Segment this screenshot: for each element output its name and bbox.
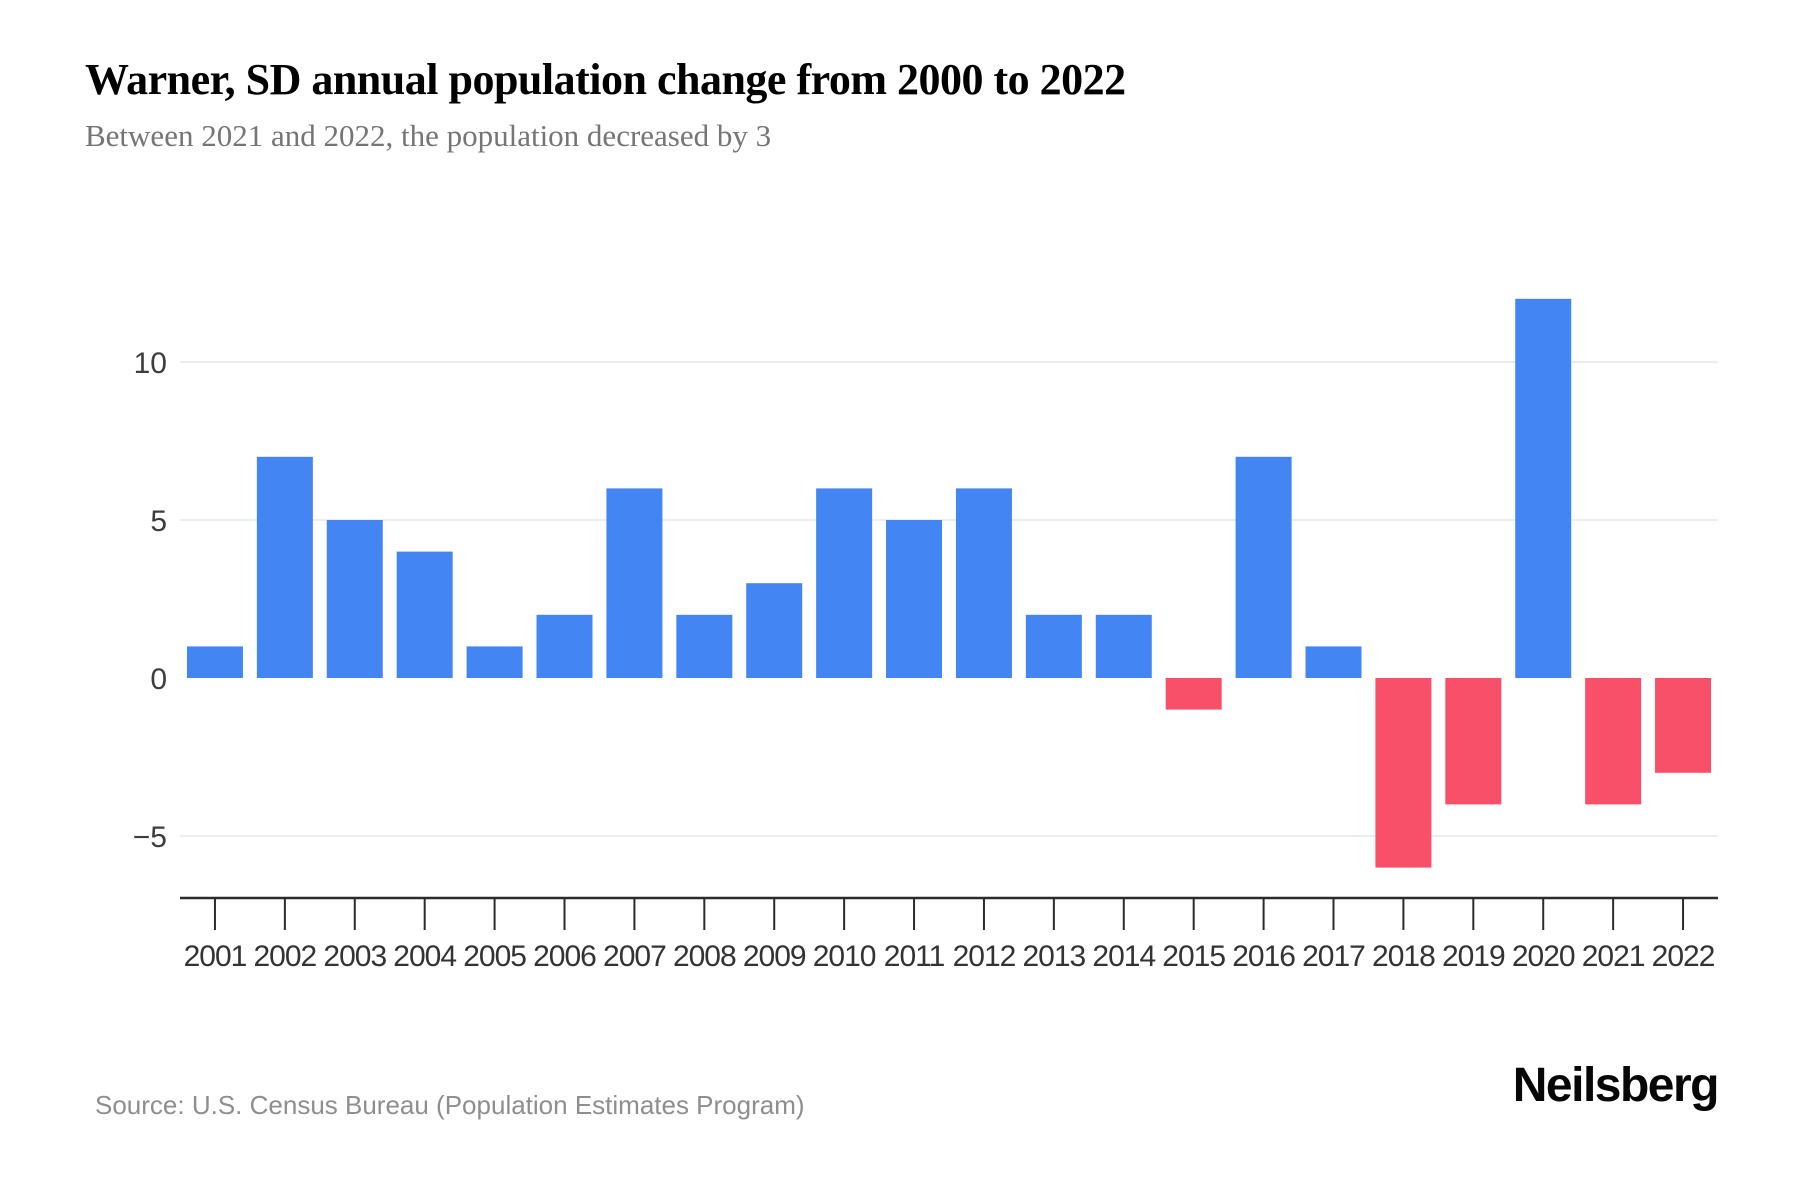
gridlines xyxy=(180,361,1718,837)
x-axis-label: 2017 xyxy=(1302,940,1365,973)
x-axis-label: 2018 xyxy=(1372,940,1435,973)
x-axis-label: 2019 xyxy=(1442,940,1505,973)
x-axis-label: 2009 xyxy=(743,940,806,973)
bar-2010[interactable] xyxy=(816,488,873,678)
x-axis-label: 2014 xyxy=(1092,940,1155,973)
bar-2016[interactable] xyxy=(1235,456,1292,678)
source-note: Source: U.S. Census Bureau (Population E… xyxy=(95,1090,805,1120)
bar-2022[interactable] xyxy=(1655,678,1712,773)
bar-2020[interactable] xyxy=(1515,298,1572,678)
bar-2011[interactable] xyxy=(886,520,943,678)
bar-2012[interactable] xyxy=(955,488,1012,678)
bar-2009[interactable] xyxy=(746,583,803,678)
bar-2017[interactable] xyxy=(1305,646,1362,678)
y-axis-label: 10 xyxy=(134,347,167,380)
x-axis-label: 2006 xyxy=(533,940,596,973)
x-axis-label: 2016 xyxy=(1232,940,1295,973)
x-axis-label: 2020 xyxy=(1512,940,1575,973)
x-axis: 2001 2002 2003 2004 2005 2006 2007 2008 2009 2010… xyxy=(180,896,1718,973)
bar-2018[interactable] xyxy=(1375,678,1432,868)
bar-2003[interactable] xyxy=(326,520,383,678)
x-axis-label: 2010 xyxy=(813,940,876,973)
chart-title: Warner, SD annual population change from… xyxy=(85,55,1126,104)
bar-2001[interactable] xyxy=(186,646,243,678)
brand-logo[interactable]: Neilsberg xyxy=(1512,1059,1720,1112)
y-axis-label: 5 xyxy=(150,505,167,538)
x-axis-label: 2022 xyxy=(1652,940,1715,973)
x-axis-label: 2015 xyxy=(1162,940,1225,973)
y-axis-label: 0 xyxy=(150,663,167,696)
x-axis-label: 2021 xyxy=(1582,940,1645,973)
bar-2004[interactable] xyxy=(396,551,453,678)
bar-2019[interactable] xyxy=(1445,678,1502,805)
bar-2007[interactable] xyxy=(606,488,663,678)
bars xyxy=(186,298,1712,868)
bar-2002[interactable] xyxy=(256,456,313,678)
x-axis-label: 2003 xyxy=(323,940,386,973)
x-axis-label: 2005 xyxy=(463,940,526,973)
x-axis-label: 2002 xyxy=(253,940,316,973)
bar-2008[interactable] xyxy=(676,614,733,678)
bar-2015[interactable] xyxy=(1165,678,1222,710)
bar-2005[interactable] xyxy=(466,646,523,678)
bar-2013[interactable] xyxy=(1025,614,1082,678)
bar-2006[interactable] xyxy=(536,614,593,678)
x-axis-label: 2013 xyxy=(1022,940,1085,973)
bar-2014[interactable] xyxy=(1095,614,1152,678)
x-axis-label: 2012 xyxy=(953,940,1016,973)
chart-subtitle: Between 2021 and 2022, the population de… xyxy=(85,118,772,153)
x-axis-label: 2007 xyxy=(603,940,666,973)
x-axis-label: 2011 xyxy=(884,940,945,973)
x-axis-label: 2004 xyxy=(393,940,456,973)
y-axis-labels: 10 5 0 −5 xyxy=(133,347,167,854)
x-axis-label: 2001 xyxy=(184,940,247,973)
x-axis-label: 2008 xyxy=(673,940,736,973)
bar-2021[interactable] xyxy=(1585,678,1642,805)
y-axis-label: −5 xyxy=(133,821,167,854)
